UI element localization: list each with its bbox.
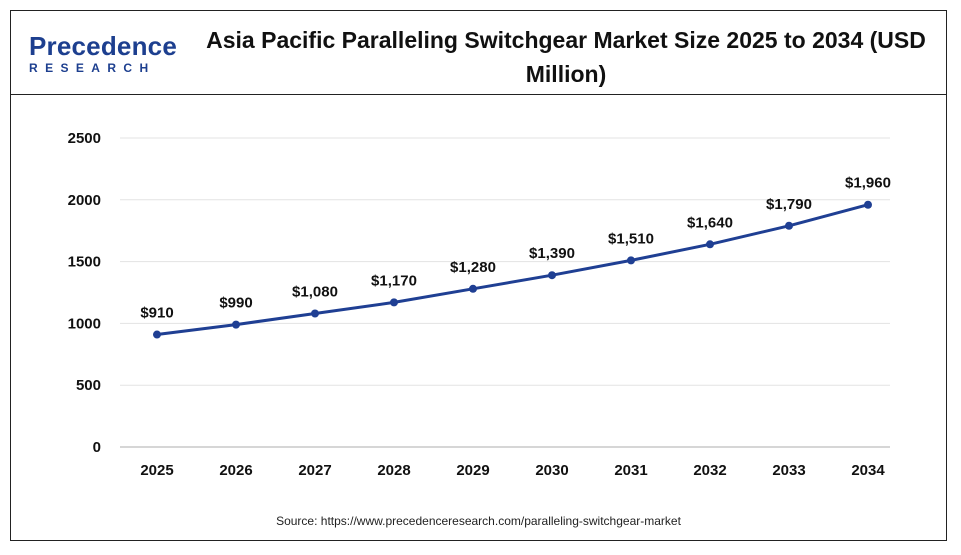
data-label: $1,790: [766, 196, 812, 213]
brand-logo: Precedence RESEARCH: [29, 33, 179, 83]
logo-subtitle: RESEARCH: [29, 61, 156, 75]
x-tick-label: 2033: [772, 462, 805, 479]
data-point: [311, 309, 319, 318]
x-tick-label: 2031: [614, 462, 647, 479]
y-tick-label: 500: [76, 377, 101, 394]
y-tick-label: 1500: [68, 254, 101, 271]
data-point: [706, 240, 714, 249]
x-tick-label: 2028: [377, 462, 410, 479]
data-point: [232, 320, 240, 329]
y-tick-label: 2500: [68, 130, 101, 147]
series-line: [155, 203, 870, 336]
data-label: $1,280: [450, 259, 496, 276]
x-tick-label: 2027: [298, 462, 331, 479]
y-tick-label: 1000: [68, 315, 101, 332]
data-label: $1,170: [371, 272, 417, 289]
data-label: $1,510: [608, 230, 654, 247]
data-label: $910: [140, 305, 173, 322]
data-point: [153, 330, 161, 339]
data-point: [785, 221, 793, 230]
y-tick-label: 2000: [68, 192, 101, 209]
logo-wordmark: Precedence: [29, 31, 177, 61]
data-point: [627, 256, 635, 265]
data-label: $1,960: [845, 175, 891, 192]
data-point: [469, 284, 477, 293]
data-label: $1,080: [292, 284, 338, 301]
data-point: [390, 298, 398, 307]
source-note: Source: https://www.precedenceresearch.c…: [276, 514, 681, 528]
data-label: $1,390: [529, 245, 575, 262]
data-label: $990: [219, 295, 252, 312]
data-label: $1,640: [687, 214, 733, 231]
x-tick-label: 2030: [535, 462, 568, 479]
chart-frame: Precedence RESEARCH Asia Pacific Paralle…: [10, 10, 947, 541]
data-point: [548, 271, 556, 280]
chart-header: Precedence RESEARCH Asia Pacific Paralle…: [11, 11, 946, 95]
x-tick-label: 2032: [693, 462, 726, 479]
x-tick-label: 2034: [851, 462, 885, 479]
x-tick-label: 2025: [140, 462, 173, 479]
y-tick-label: 0: [93, 439, 101, 456]
x-tick-label: 2029: [456, 462, 489, 479]
data-point: [864, 200, 872, 209]
x-tick-label: 2026: [219, 462, 252, 479]
chart-title: Asia Pacific Paralleling Switchgear Mark…: [206, 27, 926, 87]
